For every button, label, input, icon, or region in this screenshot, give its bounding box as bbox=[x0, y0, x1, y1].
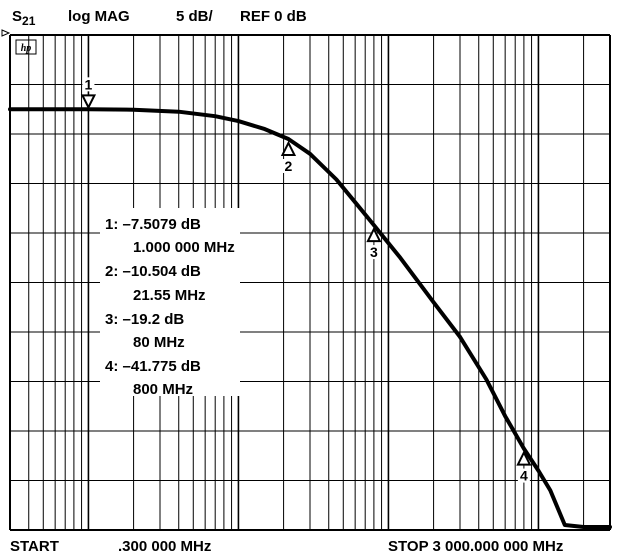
readout-line-7: 4: –41.775 dB bbox=[105, 358, 201, 375]
format-label: log MAG bbox=[68, 8, 130, 25]
readout-line-4: 21.55 MHz bbox=[133, 287, 206, 304]
scale-label: 5 dB/ bbox=[176, 8, 213, 25]
marker-label: 3 bbox=[370, 244, 378, 260]
marker-label: 1 bbox=[85, 76, 93, 92]
marker-1: 1 bbox=[80, 76, 97, 110]
marker-label: 2 bbox=[285, 158, 293, 174]
reference-label: REF 0 dB bbox=[240, 8, 307, 25]
marker-3: 3 bbox=[366, 226, 382, 260]
parameter-label: S21 bbox=[12, 8, 35, 28]
marker-readout: 1: –7.5079 dB 1.000 000 MHz 2: –10.504 d… bbox=[100, 208, 240, 398]
parameter-main: S bbox=[12, 8, 23, 25]
readout-line-3: 2: –10.504 dB bbox=[105, 263, 201, 280]
readout-line-8: 800 MHz bbox=[133, 381, 193, 398]
start-value: .300 000 MHz bbox=[118, 538, 212, 555]
marker-triangle-icon bbox=[280, 140, 297, 156]
marker-triangle-icon bbox=[366, 226, 382, 243]
parameter-sub: 21 bbox=[22, 14, 36, 28]
start-label: START bbox=[10, 538, 59, 555]
readout-line-2: 1.000 000 MHz bbox=[133, 239, 235, 256]
logo-text: hp bbox=[21, 43, 32, 54]
stop-label: STOP 3 000.000 000 MHz bbox=[388, 538, 564, 555]
marker-label-bg bbox=[82, 77, 95, 92]
hp-logo: hp bbox=[15, 39, 37, 55]
marker-2: 2 bbox=[280, 140, 297, 174]
graticule bbox=[9, 34, 611, 531]
s21-trace bbox=[8, 107, 612, 529]
marker-label-bg bbox=[282, 158, 295, 173]
marker-triangle-icon bbox=[516, 450, 532, 466]
readout-line-1: 1: –7.5079 dB bbox=[105, 216, 201, 233]
marker-4: 4 bbox=[516, 450, 532, 484]
marker-triangle-icon bbox=[80, 94, 97, 110]
readout-line-5: 3: –19.2 dB bbox=[105, 311, 184, 328]
markers: 1 2 3 4 bbox=[80, 76, 532, 484]
marker-label-bg bbox=[367, 245, 380, 260]
reference-pointer-icon bbox=[1, 29, 11, 37]
readout-line-6: 80 MHz bbox=[133, 334, 185, 351]
marker-label-bg bbox=[517, 468, 530, 483]
marker-label: 4 bbox=[520, 468, 528, 484]
